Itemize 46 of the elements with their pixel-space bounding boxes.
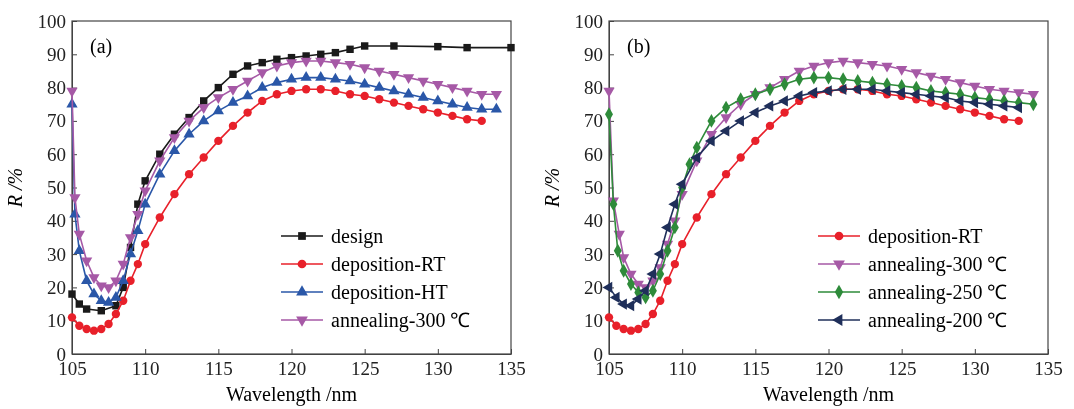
y-tick-label: 100: [574, 10, 603, 32]
legend-label: deposition-RT: [331, 253, 446, 276]
x-tick-label: 110: [131, 358, 160, 380]
y-tick-label: 10: [47, 310, 66, 332]
y-tick-label: 50: [584, 177, 603, 199]
y-tick-label: 70: [584, 110, 603, 132]
x-tick-label: 130: [961, 358, 990, 380]
legend-label: design: [331, 225, 384, 248]
x-tick-label: 120: [814, 358, 844, 380]
y-axis-title: R /%: [541, 167, 563, 209]
y-tick-label: 10: [584, 310, 603, 332]
x-tick-label: 130: [424, 358, 453, 380]
x-tick-label: 125: [350, 358, 380, 380]
y-tick-label: 20: [584, 276, 603, 298]
y-tick-label: 70: [47, 110, 66, 132]
legend-label: deposition-HT: [331, 281, 448, 304]
y-tick-label: 90: [584, 43, 603, 65]
legend-label: deposition-RT: [868, 225, 983, 248]
y-tick-label: 40: [47, 210, 66, 232]
y-tick-label: 30: [47, 243, 66, 265]
x-axis-title: Wavelength /nm: [762, 383, 895, 406]
legend-label: annealing-200 ℃: [868, 309, 1008, 332]
x-tick-label: 135: [1034, 358, 1063, 380]
x-tick-label: 120: [277, 358, 307, 380]
y-axis-title: R /%: [4, 167, 26, 209]
x-tick-label: 110: [668, 358, 697, 380]
y-tick-label: 40: [584, 210, 603, 232]
x-tick-label: 115: [204, 358, 233, 380]
y-tick-label: 100: [37, 10, 66, 32]
y-tick-label: 90: [47, 43, 66, 65]
y-tick-label: 80: [584, 77, 603, 99]
x-tick-label: 125: [887, 358, 917, 380]
annotation: (a): [90, 35, 113, 58]
x-tick-label: 115: [741, 358, 770, 380]
y-tick-label: 60: [47, 143, 66, 165]
annotation: (b): [627, 35, 651, 58]
y-tick-label: 30: [584, 243, 603, 265]
legend-label: annealing-300 ℃: [868, 253, 1008, 276]
y-tick-label: 80: [47, 77, 66, 99]
x-axis-title: Wavelength /nm: [225, 383, 358, 406]
x-tick-label: 135: [497, 358, 526, 380]
y-tick-label: 50: [47, 177, 66, 199]
y-tick-label: 20: [47, 276, 66, 298]
legend-label: annealing-300 ℃: [331, 309, 471, 332]
legend-label: annealing-250 ℃: [868, 281, 1008, 304]
y-tick-label: 60: [584, 143, 603, 165]
